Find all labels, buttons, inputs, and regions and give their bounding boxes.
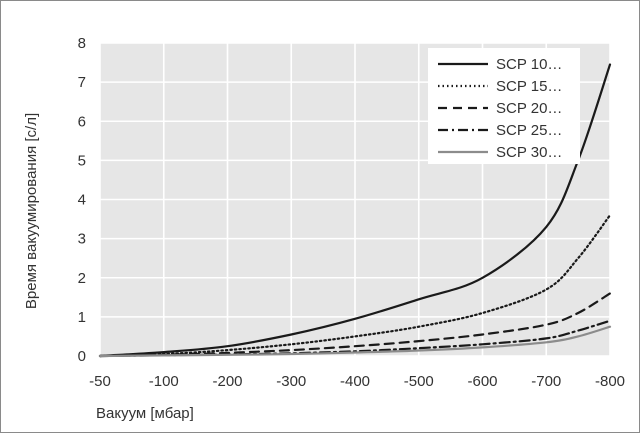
y-axis-ticks: 0 1 2 3 4 5 6 7 8 <box>78 35 86 365</box>
x-tick-label: -400 <box>340 373 370 390</box>
x-tick-label: -500 <box>404 373 434 390</box>
x-tick-label: -100 <box>149 373 179 390</box>
legend-label-1: SCP 10… <box>496 56 562 73</box>
series-line-1 <box>98 63 612 358</box>
y-tick-label: 2 <box>78 270 86 287</box>
x-tick-label: -50 <box>89 373 111 390</box>
x-tick-label: -300 <box>276 373 306 390</box>
x-tick-label: -700 <box>531 373 561 390</box>
y-tick-label: 7 <box>78 74 86 91</box>
y-tick-label: 1 <box>78 309 86 326</box>
series-group <box>98 63 612 358</box>
series-line-2 <box>98 214 612 358</box>
y-axis-label: Время вакуумирования [с/л] <box>23 113 40 309</box>
y-tick-label: 6 <box>78 113 86 130</box>
y-tick-label: 5 <box>78 152 86 169</box>
x-axis-label: Вакуум [мбар] <box>96 405 194 422</box>
series-line-5 <box>98 325 612 358</box>
y-tick-label: 3 <box>78 231 86 248</box>
legend-label-5: SCP 30… <box>496 144 562 161</box>
legend-label-2: SCP 15… <box>496 78 562 95</box>
x-tick-label: -600 <box>467 373 497 390</box>
x-tick-label: -200 <box>212 373 242 390</box>
legend-box <box>428 48 580 164</box>
y-tick-label: 0 <box>78 348 86 365</box>
x-tick-label: -800 <box>595 373 625 390</box>
y-tick-label: 8 <box>78 35 86 52</box>
y-tick-label: 4 <box>78 192 86 209</box>
legend-label-4: SCP 25… <box>496 122 562 139</box>
legend-label-3: SCP 20… <box>496 100 562 117</box>
x-axis-ticks: -50 -100 -200 -300 -400 -500 -600 -700 -800 <box>89 373 625 390</box>
legend: SCP 10… SCP 15… SCP 20… SCP 25… SCP 30… <box>428 48 580 164</box>
